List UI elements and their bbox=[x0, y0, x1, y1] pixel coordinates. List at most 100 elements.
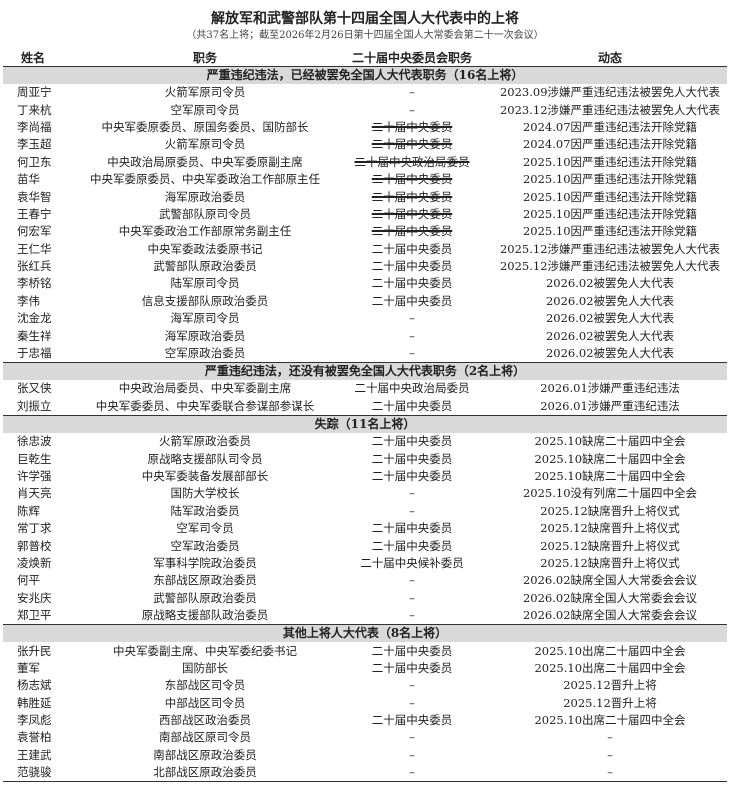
post-cell: 南部战区原司令员 bbox=[159, 730, 251, 745]
central-committee-cell-wrap: 二十届中央委员 bbox=[331, 468, 493, 485]
status-cell: 2026.01涉嫌严重违纪违法 bbox=[540, 381, 680, 396]
table-row: 常丁求 空军司令员 二十届中央委员 2025.12缺席晋升上将仪式 bbox=[3, 520, 727, 537]
name-cell-wrap: 凌焕新 bbox=[3, 555, 79, 572]
status-cell: – bbox=[607, 730, 613, 745]
name-cell: 王春宁 bbox=[17, 206, 52, 221]
post-cell: 军事科学院政治委员 bbox=[153, 555, 257, 570]
section-label: 失踪（11名上将） bbox=[3, 415, 727, 434]
status-cell-wrap: 2024.07因严重违纪违法开除党籍 bbox=[493, 119, 727, 136]
post-cell-wrap: 武警部队原政治委员 bbox=[79, 258, 331, 275]
name-cell-wrap: 袁华智 bbox=[3, 188, 79, 205]
table-row: 郑卫平 原战略支援部队政治委员 – 2026.02缺席全国人大常委会会议 bbox=[3, 607, 727, 625]
name-cell-wrap: 徐忠波 bbox=[3, 433, 79, 450]
status-cell-wrap: 2025.12缺席晋升上将仪式 bbox=[493, 555, 727, 572]
central-committee-cell-wrap: 二十届中央委员 bbox=[331, 206, 493, 223]
central-committee-cell: 二十届中央委员 bbox=[371, 206, 453, 221]
name-cell: 周亚宁 bbox=[17, 85, 52, 100]
status-cell: 2025.10因严重违纪违法开除党籍 bbox=[522, 224, 698, 239]
post-cell-wrap: 海军原政治委员 bbox=[79, 188, 331, 205]
status-cell: 2025.10因严重违纪违法开除党籍 bbox=[522, 172, 698, 187]
status-cell: 2025.12缺席晋升上将仪式 bbox=[540, 521, 680, 536]
status-cell-wrap: 2025.10缺席二十届四中全会 bbox=[493, 433, 727, 450]
table-row: 范骁骏 北部战区原政治委员 – – bbox=[3, 764, 727, 783]
central-committee-cell: 二十届中央委员 bbox=[371, 241, 453, 256]
name-cell: 秦生祥 bbox=[17, 328, 52, 343]
table-row: 于忠福 空军原政治委员 – 2026.02被罢免人大代表 bbox=[3, 345, 727, 363]
status-cell-wrap: – bbox=[493, 747, 727, 764]
table-row: 张红兵 武警部队原政治委员 二十届中央委员 2025.12涉嫌严重违纪违法被罢免人大代… bbox=[3, 258, 727, 275]
central-committee-cell-wrap: – bbox=[331, 101, 493, 118]
central-committee-cell: 二十届中央政治局委员 bbox=[354, 154, 470, 169]
status-cell: 2025.10没有列席二十届四中全会 bbox=[522, 486, 698, 501]
name-cell-wrap: 何平 bbox=[3, 572, 79, 589]
post-cell: 武警部队原政治委员 bbox=[153, 259, 257, 274]
status-cell-wrap: 2024.07因严重违纪违法开除党籍 bbox=[493, 136, 727, 153]
post-cell: 中央军委原委员、中央军委政治工作部原主任 bbox=[90, 172, 320, 187]
central-committee-cell: 二十届中央委员 bbox=[371, 538, 453, 553]
central-committee-cell-wrap: – bbox=[331, 607, 493, 625]
status-cell-wrap: 2025.10出席二十届四中全会 bbox=[493, 642, 727, 659]
name-cell: 杨志斌 bbox=[17, 678, 52, 693]
central-committee-cell: 二十届中央委员 bbox=[371, 521, 453, 536]
status-cell: 2026.02被罢免人大代表 bbox=[545, 328, 675, 343]
name-cell: 徐忠波 bbox=[17, 434, 52, 449]
post-cell-wrap: 陆军原司令员 bbox=[79, 275, 331, 292]
status-cell: 2025.12缺席晋升上将仪式 bbox=[540, 555, 680, 570]
status-cell-wrap: 2025.12涉嫌严重违纪违法被罢免人大代表 bbox=[493, 258, 727, 275]
table-row: 何宏军 中央军委政治工作部原常务副主任 二十届中央委员 2025.10因严重违纪违法开… bbox=[3, 223, 727, 240]
central-committee-cell-wrap: 二十届中央委员 bbox=[331, 293, 493, 310]
name-cell: 范骁骏 bbox=[17, 765, 52, 780]
status-cell: 2026.02被罢免人大代表 bbox=[545, 293, 675, 308]
central-committee-cell: – bbox=[409, 695, 415, 710]
status-cell-wrap: 2025.10出席二十届四中全会 bbox=[493, 660, 727, 677]
status-cell-wrap: 2026.02缺席全国人大常委会会议 bbox=[493, 572, 727, 589]
table-row: 李玉超 火箭军原司令员 二十届中央委员 2024.07因严重违纪违法开除党籍 bbox=[3, 136, 727, 153]
status-cell: 2025.10因严重违纪违法开除党籍 bbox=[522, 206, 698, 221]
post-cell-wrap: 空军司令员 bbox=[79, 520, 331, 537]
section-label: 其他上将人大代表（8名上将） bbox=[3, 624, 727, 643]
central-committee-cell-wrap: – bbox=[331, 747, 493, 764]
central-committee-cell-wrap: 二十届中央委员 bbox=[331, 258, 493, 275]
central-committee-cell: 二十届中央委员 bbox=[371, 259, 453, 274]
central-committee-cell: 二十届中央委员 bbox=[371, 434, 453, 449]
post-cell-wrap: 中央政治局原委员、中央军委原副主席 bbox=[79, 154, 331, 171]
central-committee-cell-wrap: 二十届中央委员 bbox=[331, 188, 493, 205]
section-header-row: 严重违纪违法，已经被罢免全国人大代表职务（16名上将） bbox=[3, 66, 727, 84]
post-cell-wrap: 东部战区司令员 bbox=[79, 677, 331, 694]
post-cell: 海军原政治委员 bbox=[164, 189, 246, 204]
central-committee-cell: 二十届中央候补委员 bbox=[360, 555, 464, 570]
central-committee-cell: – bbox=[409, 311, 415, 326]
header-name: 姓名 bbox=[3, 48, 79, 67]
name-cell-wrap: 于忠福 bbox=[3, 345, 79, 363]
name-cell: 何宏军 bbox=[17, 224, 52, 239]
central-committee-cell-wrap: – bbox=[331, 590, 493, 607]
post-cell-wrap: 海军原司令员 bbox=[79, 310, 331, 327]
table-row: 王建武 南部战区原政治委员 – – bbox=[3, 747, 727, 764]
name-cell: 袁誉柏 bbox=[17, 730, 52, 745]
name-cell-wrap: 沈金龙 bbox=[3, 310, 79, 327]
name-cell-wrap: 张又侠 bbox=[3, 380, 79, 397]
name-cell-wrap: 常丁求 bbox=[3, 520, 79, 537]
name-cell-wrap: 董军 bbox=[3, 660, 79, 677]
name-cell-wrap: 韩胜延 bbox=[3, 695, 79, 712]
status-cell-wrap: 2025.10缺席二十届四中全会 bbox=[493, 450, 727, 467]
status-cell: 2023.12涉嫌严重违纪违法被罢免人大代表 bbox=[499, 102, 721, 117]
central-committee-cell-wrap: 二十届中央委员 bbox=[331, 275, 493, 292]
central-committee-cell-wrap: 二十届中央委员 bbox=[331, 398, 493, 416]
generals-table: 姓名 职务 二十届中央委员会职务 动态 严重违纪违法，已经被罢免全国人大代表职务… bbox=[3, 48, 727, 783]
document-subtitle: （共37名上将；截至2026年2月26日第十四届全国人大常委会第二十一次会议） bbox=[186, 30, 544, 41]
document-title: 解放军和武警部队第十四届全国人大代表中的上将 bbox=[211, 11, 519, 27]
name-cell: 何卫东 bbox=[17, 154, 52, 169]
name-cell: 郭普校 bbox=[17, 538, 52, 553]
central-committee-cell-wrap: 二十届中央委员 bbox=[331, 660, 493, 677]
table-row: 张又侠 中央政治局委员、中央军委副主席 二十届中央政治局委员 2026.01涉嫌严重违… bbox=[3, 380, 727, 397]
name-cell-wrap: 秦生祥 bbox=[3, 327, 79, 344]
name-cell: 安兆庆 bbox=[17, 590, 52, 605]
name-cell-wrap: 丁来杭 bbox=[3, 101, 79, 118]
post-cell-wrap: 空军原政治委员 bbox=[79, 345, 331, 363]
status-cell-wrap: 2023.12涉嫌严重违纪违法被罢免人大代表 bbox=[493, 101, 727, 118]
central-committee-cell: – bbox=[409, 328, 415, 343]
name-cell: 董军 bbox=[17, 660, 40, 675]
status-cell-wrap: 2026.02被罢免人大代表 bbox=[493, 293, 727, 310]
central-committee-cell: 二十届中央委员 bbox=[371, 189, 453, 204]
